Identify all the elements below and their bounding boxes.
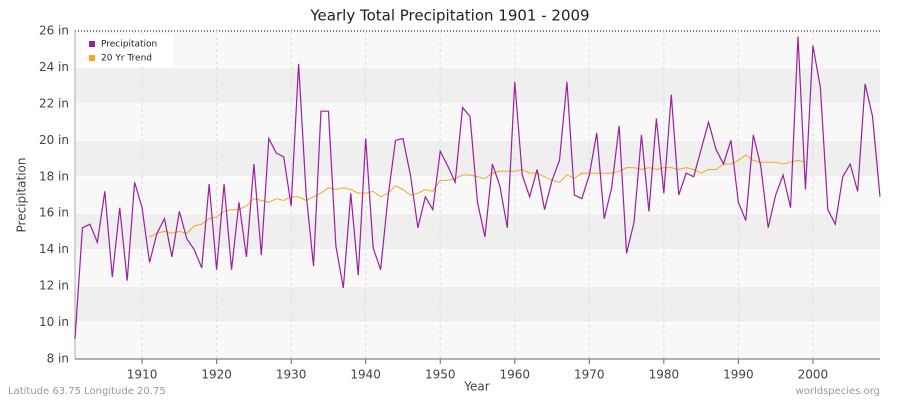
y-tick-label: 12 in: [39, 279, 69, 293]
x-tick-label: 1950: [425, 368, 456, 382]
x-tick-label: 1960: [499, 368, 530, 382]
x-tick-label: 2000: [798, 368, 829, 382]
x-tick-label: 1910: [127, 368, 158, 382]
grid-band: [75, 286, 880, 323]
series-line: [74, 36, 881, 340]
x-axis-label: Year: [463, 380, 489, 394]
y-tick-label: 14 in: [39, 242, 69, 256]
chart-title: Yearly Total Precipitation 1901 - 2009: [309, 7, 589, 25]
x-tick-label: 1930: [276, 368, 307, 382]
legend-label: 20 Yr Trend: [101, 54, 152, 64]
footer-right: worldspecies.org: [796, 386, 880, 397]
y-tick-label: 20 in: [39, 133, 69, 147]
legend-box: [81, 35, 173, 67]
legend-swatch: [89, 55, 95, 61]
x-tick-label: 1920: [201, 368, 232, 382]
grid-band: [75, 213, 880, 250]
y-tick-label: 10 in: [39, 315, 69, 329]
y-tick-label: 8 in: [47, 352, 69, 366]
legend-label: Precipitation: [101, 40, 157, 50]
y-axis-label: Precipitation: [15, 157, 29, 232]
x-tick-label: 1980: [649, 368, 680, 382]
legend-swatch: [89, 41, 95, 47]
x-tick-label: 1990: [723, 368, 754, 382]
series-line: [149, 154, 806, 238]
grid-band: [75, 140, 880, 177]
grid-band: [75, 67, 880, 104]
y-tick-label: 18 in: [39, 169, 69, 183]
y-tick-label: 26 in: [39, 24, 69, 38]
x-tick-label: 1940: [350, 368, 381, 382]
x-tick-label: 1970: [574, 368, 605, 382]
footer-left: Latitude 63.75 Longitude 20.75: [8, 386, 166, 397]
legend: Precipitation 20 Yr Trend: [81, 35, 173, 67]
y-tick-label: 24 in: [39, 60, 69, 74]
y-tick-label: 22 in: [39, 96, 69, 110]
y-tick-label: 16 in: [39, 206, 69, 220]
